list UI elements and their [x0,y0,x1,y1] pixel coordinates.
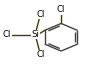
Text: Cl: Cl [36,50,45,59]
Text: Si: Si [32,30,40,39]
Text: Cl: Cl [3,30,11,39]
Text: Cl: Cl [36,10,45,19]
Text: Cl: Cl [57,5,65,14]
